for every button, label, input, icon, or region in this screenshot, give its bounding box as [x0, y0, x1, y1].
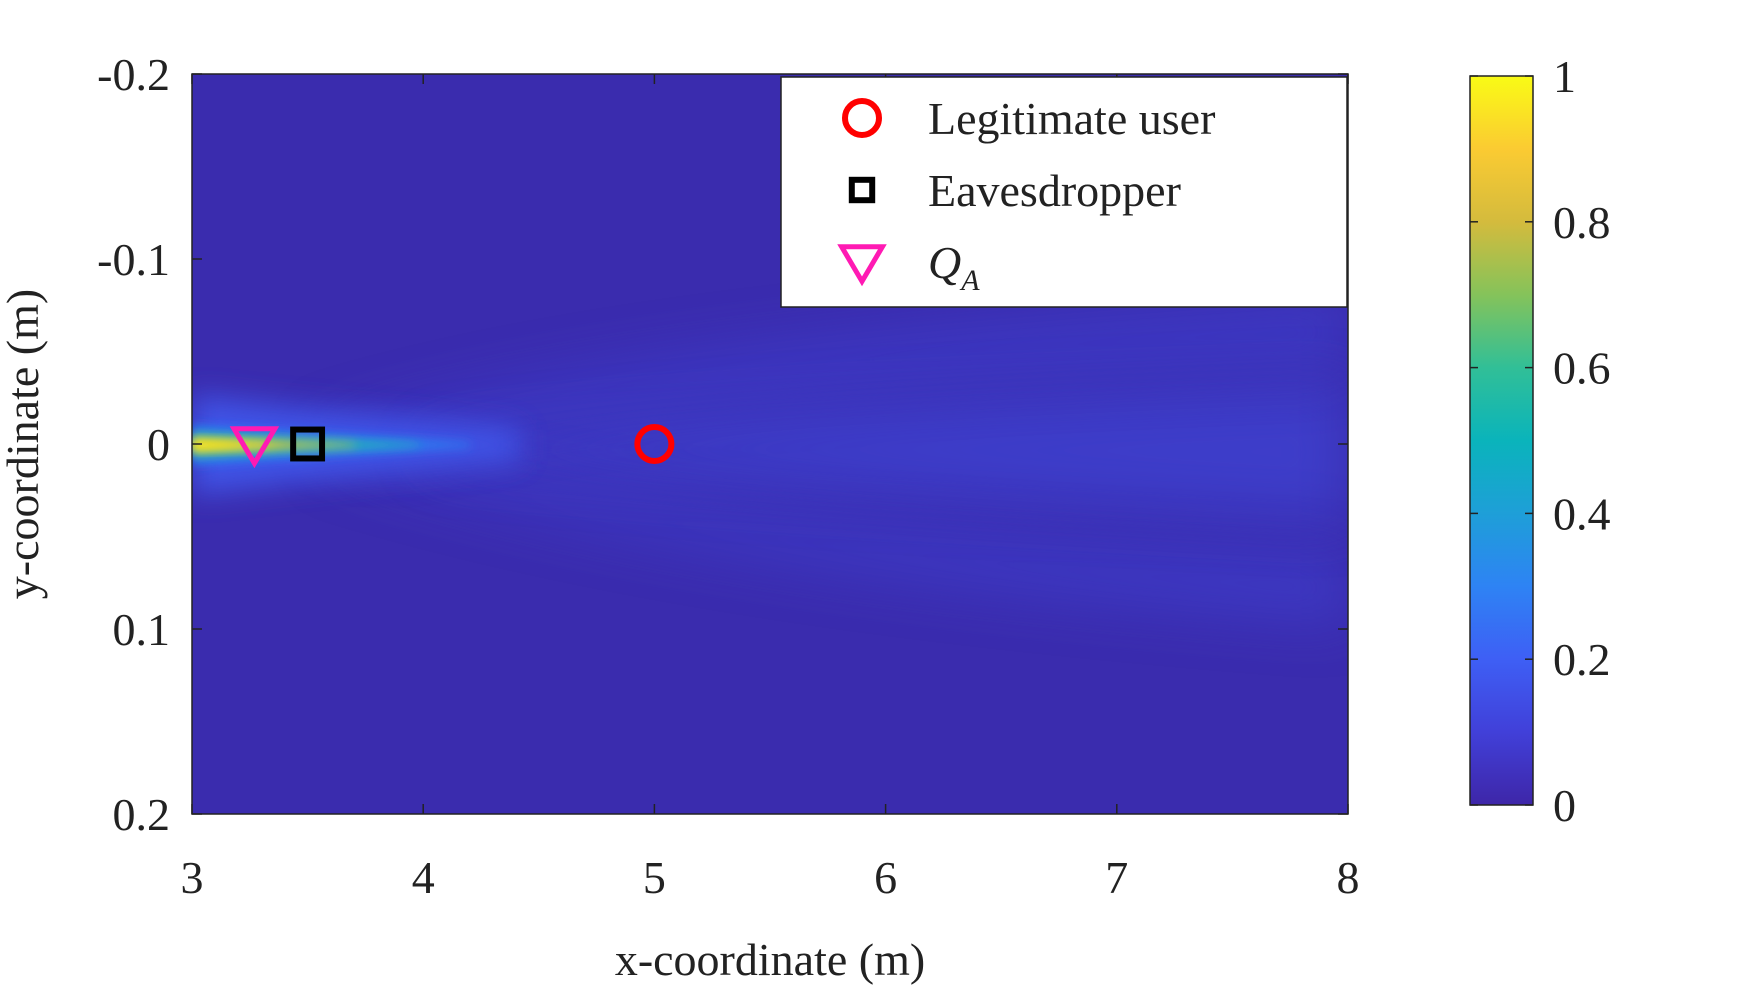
colorbar: 0 0.2 0.4 0.6 0.8 1 — [1469, 51, 1611, 831]
legend-marker-legitimate-user — [842, 98, 882, 138]
qa-marker — [229, 426, 280, 469]
y-tick-label: 0 — [147, 419, 170, 470]
y-tick-label: -0.2 — [97, 49, 170, 100]
x-tick-label: 6 — [874, 852, 897, 903]
y-tick-label: 0.2 — [113, 789, 171, 840]
colorbar-gradient — [1469, 75, 1534, 806]
heatmap-lobe-center — [420, 385, 1348, 520]
heatmap-beam-peak — [192, 441, 285, 449]
heatmap-lobe-upper — [300, 300, 1348, 450]
x-tick-label: 7 — [1105, 852, 1128, 903]
data-markers — [229, 424, 675, 469]
x-tick-label: 5 — [643, 852, 666, 903]
x-axis-label: x-coordinate (m) — [615, 934, 925, 985]
y-axis-label: y-coordinate (m) — [0, 289, 48, 599]
colorbar-tick-label: 0.6 — [1553, 343, 1611, 394]
colorbar-tick-label: 0.2 — [1553, 634, 1611, 685]
x-tick-label: 3 — [181, 852, 204, 903]
legend-box — [780, 76, 1348, 308]
colorbar-tick-label: 1 — [1553, 51, 1576, 102]
x-axis-ticks: 3 4 5 6 7 8 — [181, 74, 1360, 903]
y-tick-label: -0.1 — [97, 234, 170, 285]
legend-marker-eavesdropper — [848, 176, 876, 204]
x-tick-label: 8 — [1337, 852, 1360, 903]
legend-label: Eavesdropper — [928, 165, 1181, 216]
y-tick-label: 0.1 — [113, 604, 171, 655]
colorbar-tick-label: 0.4 — [1553, 488, 1611, 539]
legend: Legitimate user Eavesdropper QA — [780, 76, 1348, 308]
legend-label: QA — [928, 237, 980, 297]
legitimate-user-marker — [634, 424, 675, 464]
heatmap-lobe-lower — [300, 450, 1348, 620]
legend-marker-qa — [837, 244, 887, 287]
colorbar-tick-label: 0.8 — [1553, 197, 1611, 248]
eavesdropper-marker — [290, 426, 326, 462]
legend-label: Legitimate user — [928, 93, 1215, 144]
y-axis-ticks: -0.2 -0.1 0 0.1 0.2 — [97, 49, 1348, 840]
colorbar-ticks: 0 0.2 0.4 0.6 0.8 1 — [1470, 51, 1611, 831]
colorbar-tick-label: 0 — [1553, 780, 1576, 831]
x-tick-label: 4 — [412, 852, 435, 903]
